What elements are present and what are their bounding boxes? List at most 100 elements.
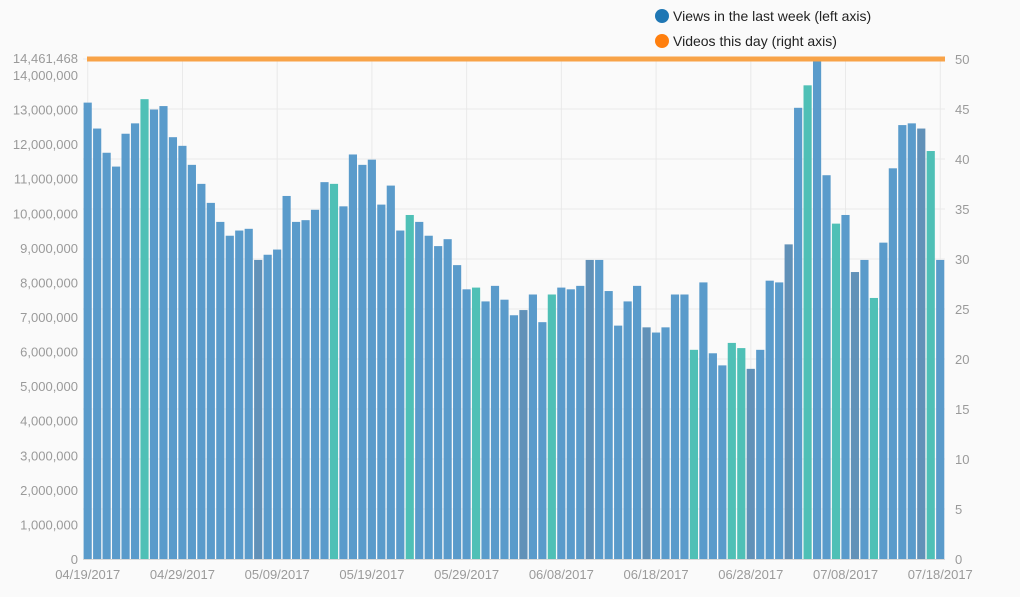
bar [149,109,159,559]
bar [718,365,727,559]
bar [282,195,291,559]
right-tick-label: 50 [955,52,969,67]
bar [661,327,670,559]
right-tick-label: 40 [955,152,969,167]
bar [206,202,215,560]
bar [670,294,680,559]
left-tick-label: 3,000,000 [20,448,78,463]
bar [595,259,604,559]
bar [614,325,623,559]
left-tick-label: 13,000,000 [13,103,78,118]
bar [235,230,244,559]
x-tick-label: 07/18/2017 [908,567,973,582]
x-tick-label: 07/08/2017 [813,567,878,582]
bar [576,285,585,559]
left-tick-label: 11,000,000 [14,172,78,187]
bar [301,220,310,559]
bar [756,349,765,559]
bar [225,235,234,559]
bar [93,128,102,559]
right-tick-label: 5 [955,502,962,517]
bar [500,299,509,559]
bar [310,209,320,559]
bar [651,332,661,559]
bar [462,289,471,559]
bar [434,246,443,559]
bar [509,315,519,559]
x-tick-label: 06/18/2017 [624,567,689,582]
bar [784,244,793,560]
legend-label: Videos this day (right axis) [673,33,837,49]
bar [633,285,642,559]
bar [415,221,424,560]
left-tick-label: 1,000,000 [20,517,78,532]
bar [708,353,717,559]
right-tick-label: 25 [955,302,969,317]
bar [358,164,367,560]
right-tick-label: 15 [955,402,969,417]
legend-marker [655,9,669,23]
legend-label: Views in the last week (left axis) [673,8,871,24]
bar [860,259,869,559]
right-tick-label: 0 [955,552,962,567]
bar [348,154,358,559]
bar [187,164,196,560]
right-tick-label: 20 [955,352,969,367]
bar [822,175,831,559]
left-axis: 0 1,000,000 2,000,000 3,000,000 4,000,000 5,0… [13,51,78,567]
bar [424,235,433,559]
bar [794,107,803,559]
bar [396,230,405,559]
bar [642,327,651,559]
bar [197,183,206,560]
left-tick-label: 9,000,000 [20,241,78,256]
bar [737,348,746,559]
x-tick-label: 06/08/2017 [529,567,594,582]
bar [263,254,272,559]
legend: Views in the last week (left axis) Videos… [655,8,871,49]
x-tick-label: 05/29/2017 [434,567,499,582]
bar [727,342,736,559]
right-tick-label: 45 [955,102,969,117]
bar-series [83,59,945,560]
bar [585,259,594,559]
left-axis-max-label: 14,461,468 [13,51,78,66]
x-tick-label: 05/09/2017 [245,567,310,582]
bar [112,166,121,559]
bar [699,282,708,559]
left-tick-label: 0 [71,552,78,567]
bar [481,301,490,559]
bar [775,282,784,559]
bar [926,151,935,559]
x-tick-label: 05/19/2017 [339,567,404,582]
bar [453,265,462,559]
bar [907,123,916,559]
right-axis: 0 5 10 15 20 25 30 35 40 45 50 [955,52,969,567]
bar [443,239,452,559]
left-tick-label: 5,000,000 [20,379,78,394]
bar [405,214,414,559]
left-tick-label: 7,000,000 [20,310,78,325]
bar [273,249,282,559]
bar [841,214,850,559]
bar [566,289,575,559]
left-tick-label: 8,000,000 [20,275,78,290]
bar [888,168,897,559]
bar [254,259,263,559]
bar [765,280,774,559]
bar [538,322,547,559]
bar [102,152,111,559]
right-tick-label: 30 [955,252,969,267]
bar [917,128,926,559]
bar [216,221,225,560]
bar [291,221,301,560]
bar [557,287,566,559]
bar [812,59,822,559]
bar [377,204,386,559]
left-tick-label: 4,000,000 [20,414,78,429]
left-tick-label: 14,000,000 [13,68,78,83]
bar [339,206,348,559]
left-tick-label: 2,000,000 [20,483,78,498]
